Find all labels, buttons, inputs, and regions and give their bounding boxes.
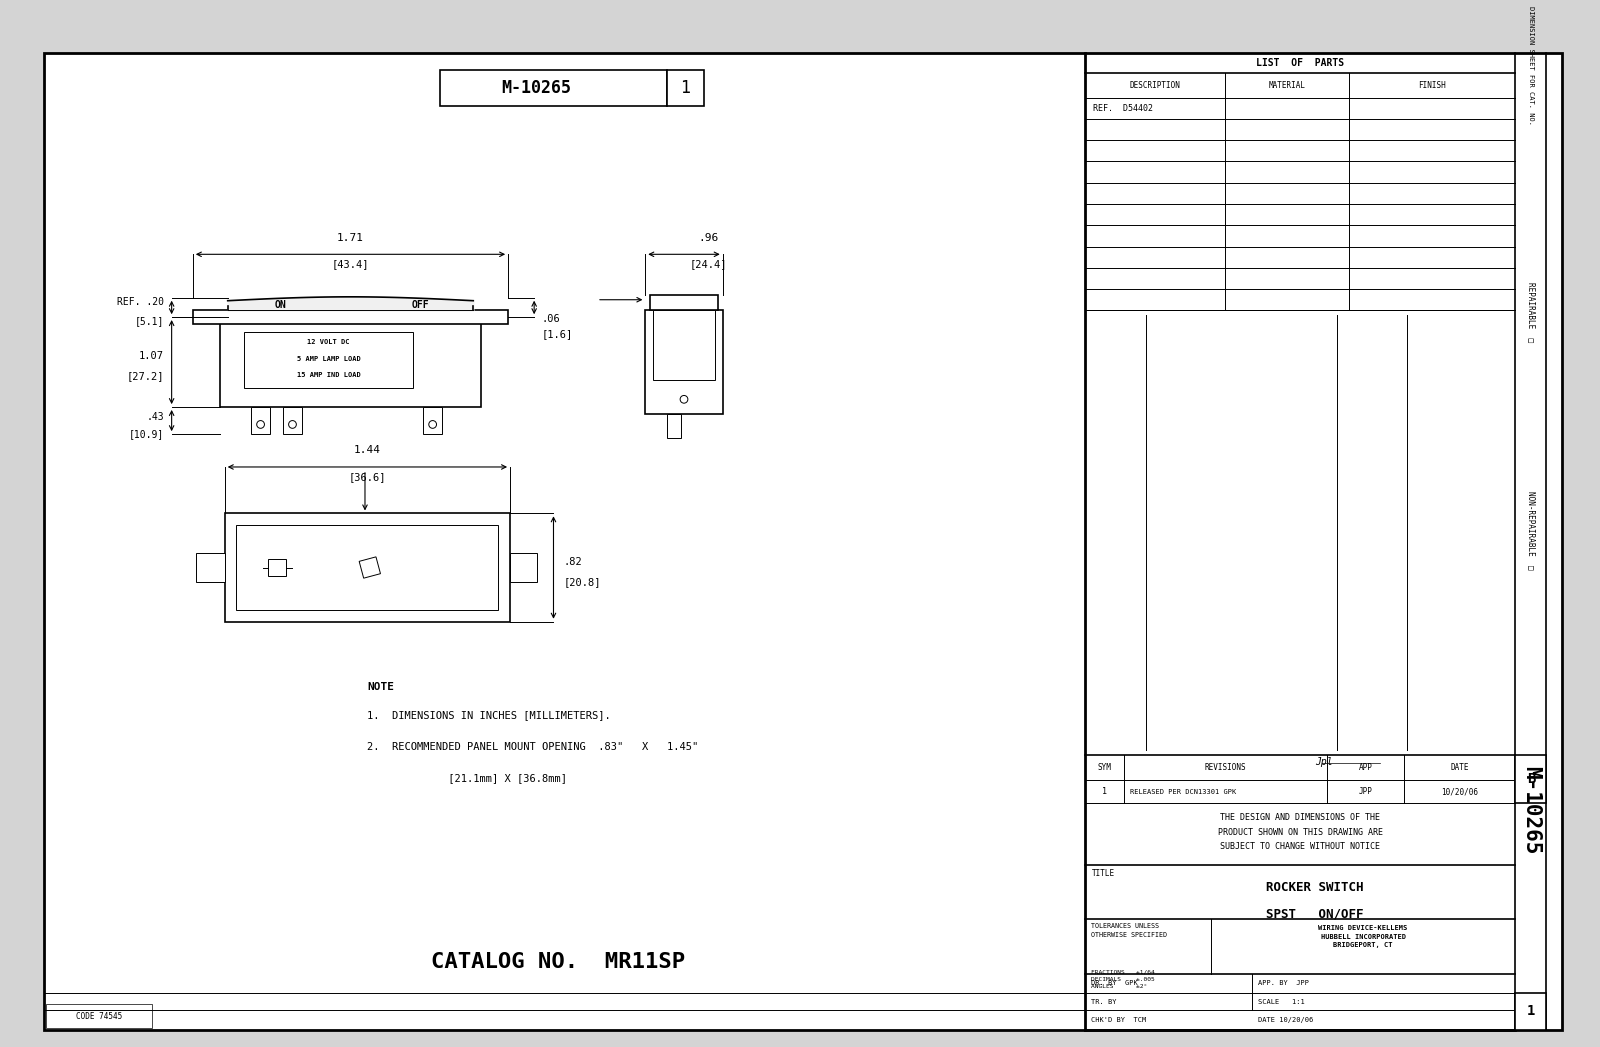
Text: REF. .20: REF. .20 — [117, 296, 163, 307]
Bar — [195, 553, 226, 582]
Text: WIRING DEVICE-KELLEMS
HUBBELL INCORPORATED
BRIDGEPORT, CT: WIRING DEVICE-KELLEMS HUBBELL INCORPORAT… — [1318, 926, 1408, 949]
Text: LIST  OF  PARTS: LIST OF PARTS — [1256, 58, 1344, 68]
Text: ROCKER SWITCH: ROCKER SWITCH — [1266, 881, 1363, 894]
Text: Jpl: Jpl — [1315, 757, 1333, 766]
Bar — [269, 559, 286, 576]
Text: .82: .82 — [563, 557, 582, 566]
Text: M-10265: M-10265 — [501, 79, 571, 97]
Text: 1.71: 1.71 — [338, 232, 363, 243]
Text: .06: .06 — [542, 314, 560, 325]
Bar — [645, 310, 723, 414]
Text: 1: 1 — [1526, 1004, 1534, 1019]
Text: DIMENSION SHEET FOR CAT. NO.: DIMENSION SHEET FOR CAT. NO. — [1528, 6, 1534, 126]
Text: TOLERANCES UNLESS
OTHERWISE SPECIFIED: TOLERANCES UNLESS OTHERWISE SPECIFIED — [1091, 923, 1166, 938]
Text: OFF: OFF — [411, 300, 429, 310]
Bar — [219, 317, 482, 407]
Text: TR. BY: TR. BY — [1091, 999, 1117, 1004]
Text: B: B — [1526, 773, 1534, 786]
Text: 5 AMP LAMP LOAD: 5 AMP LAMP LOAD — [298, 356, 360, 361]
Text: DR. BY  GPK: DR. BY GPK — [1091, 980, 1138, 986]
Text: DESCRIPTION: DESCRIPTION — [1130, 81, 1181, 90]
Text: SCALE   1:1: SCALE 1:1 — [1258, 999, 1306, 1004]
Text: 1.07: 1.07 — [139, 352, 163, 361]
Text: FRACTIONS   ±1/64
DECIMALS    ±.005
ANGLES      ±2°: FRACTIONS ±1/64 DECIMALS ±.005 ANGLES ±2… — [1091, 970, 1155, 988]
Bar — [251, 407, 270, 435]
Text: M-10265: M-10265 — [1522, 766, 1541, 854]
Text: DATE: DATE — [1451, 763, 1469, 772]
Bar — [226, 513, 510, 622]
Bar — [1515, 993, 1546, 1029]
Text: TITLE: TITLE — [1091, 869, 1115, 878]
Text: RELEASED PER DCN13301 GPK: RELEASED PER DCN13301 GPK — [1130, 788, 1235, 795]
Text: ON: ON — [275, 300, 286, 310]
Text: JPP: JPP — [1358, 787, 1373, 797]
Bar — [510, 553, 538, 582]
Text: APP: APP — [1358, 763, 1373, 772]
Text: NOTE: NOTE — [366, 682, 394, 692]
Text: [1.6]: [1.6] — [542, 330, 573, 339]
Text: MATERIAL: MATERIAL — [1269, 81, 1306, 90]
Text: 1: 1 — [680, 79, 691, 97]
Text: .96: .96 — [698, 232, 718, 243]
Text: .43: .43 — [146, 411, 163, 422]
Text: SYM: SYM — [1098, 763, 1112, 772]
Bar — [440, 70, 667, 107]
Bar — [653, 310, 715, 380]
Bar — [194, 310, 509, 324]
Text: 2.  RECOMMENDED PANEL MOUNT OPENING  .83"   X   1.45": 2. RECOMMENDED PANEL MOUNT OPENING .83" … — [366, 741, 698, 752]
Text: REVISIONS: REVISIONS — [1205, 763, 1246, 772]
Text: 1: 1 — [1102, 787, 1107, 797]
Text: SPST   ON/OFF: SPST ON/OFF — [1266, 907, 1363, 920]
Text: CODE 74545: CODE 74545 — [77, 1011, 122, 1021]
Text: FINISH: FINISH — [1418, 81, 1446, 90]
Text: NON-REPAIRABLE  □: NON-REPAIRABLE □ — [1526, 490, 1536, 570]
Bar — [667, 70, 704, 107]
Bar — [245, 332, 413, 387]
Text: [43.4]: [43.4] — [331, 260, 370, 269]
Text: [20.8]: [20.8] — [563, 577, 600, 587]
Text: CHK'D BY  TCM: CHK'D BY TCM — [1091, 1017, 1146, 1023]
Text: [21.1mm] X [36.8mm]: [21.1mm] X [36.8mm] — [366, 774, 566, 783]
Text: [10.9]: [10.9] — [128, 429, 163, 439]
Text: APP. BY  JPP: APP. BY JPP — [1258, 980, 1309, 986]
Bar — [1515, 755, 1546, 803]
Bar — [667, 414, 682, 438]
Bar — [46, 1004, 152, 1028]
Text: [5.1]: [5.1] — [134, 316, 163, 326]
Bar — [422, 407, 442, 435]
Bar — [650, 295, 718, 310]
Text: [36.6]: [36.6] — [349, 472, 386, 482]
Bar — [358, 557, 381, 578]
Text: CATALOG NO.  MR11SP: CATALOG NO. MR11SP — [432, 952, 685, 972]
Text: REPAIRABLE  □: REPAIRABLE □ — [1526, 283, 1536, 342]
Text: THE DESIGN AND DIMENSIONS OF THE
PRODUCT SHOWN ON THIS DRAWING ARE
SUBJECT TO CH: THE DESIGN AND DIMENSIONS OF THE PRODUCT… — [1218, 814, 1382, 851]
Text: 10/20/06: 10/20/06 — [1442, 787, 1478, 797]
Bar — [237, 525, 498, 610]
Text: 1.  DIMENSIONS IN INCHES [MILLIMETERS].: 1. DIMENSIONS IN INCHES [MILLIMETERS]. — [366, 711, 611, 720]
Bar — [283, 407, 302, 435]
Text: 1.44: 1.44 — [354, 445, 381, 455]
Text: [24.4]: [24.4] — [690, 260, 726, 269]
Text: DATE 10/20/06: DATE 10/20/06 — [1258, 1017, 1314, 1023]
Text: [27.2]: [27.2] — [126, 372, 163, 381]
Text: REF.  D54402: REF. D54402 — [1093, 104, 1154, 113]
Text: 12 VOLT DC: 12 VOLT DC — [307, 339, 350, 346]
Text: 15 AMP IND LOAD: 15 AMP IND LOAD — [298, 372, 360, 378]
